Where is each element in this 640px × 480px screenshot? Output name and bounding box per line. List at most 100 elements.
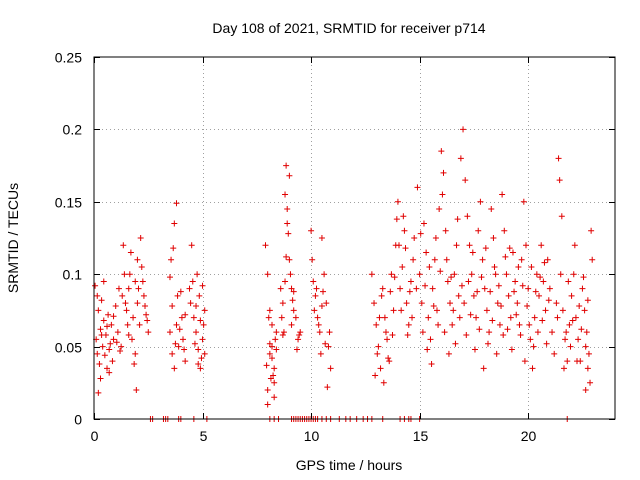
data-point (100, 278, 107, 285)
data-point (439, 191, 446, 198)
data-point (567, 343, 574, 350)
data-point (582, 343, 589, 350)
data-point (107, 340, 114, 347)
data-point (190, 314, 197, 321)
data-point (180, 336, 187, 343)
data-point (445, 350, 452, 357)
data-point (263, 362, 270, 369)
data-point (191, 340, 198, 347)
data-point (432, 235, 439, 241)
data-point (518, 256, 525, 263)
grid-lines (94, 57, 615, 419)
data-point (271, 394, 278, 401)
data-point (443, 256, 450, 263)
data-point (388, 271, 395, 278)
data-point (538, 242, 545, 249)
data-point (585, 350, 592, 357)
data-point (514, 300, 521, 307)
data-point (418, 300, 425, 307)
data-point (433, 307, 440, 314)
data-point (387, 288, 394, 295)
data-point (309, 256, 316, 263)
data-point (318, 303, 325, 310)
data-point (287, 271, 294, 278)
data-point (139, 278, 146, 285)
data-point (317, 350, 324, 357)
data-point (463, 332, 470, 339)
data-point (106, 369, 113, 376)
data-point (503, 271, 510, 278)
data-point (308, 227, 315, 234)
data-point (144, 317, 151, 324)
data-point (496, 321, 503, 328)
data-point (195, 360, 202, 367)
data-point (136, 321, 143, 328)
data-point (195, 346, 202, 353)
data-point (482, 245, 489, 252)
data-point (171, 365, 178, 372)
data-point (296, 332, 303, 339)
data-point (105, 311, 112, 318)
data-point (386, 358, 393, 365)
data-point (537, 274, 544, 281)
data-point (188, 242, 195, 249)
data-point (110, 313, 117, 320)
data-point (461, 300, 468, 307)
data-point (549, 329, 556, 336)
data-point (95, 307, 102, 314)
data-point (286, 256, 293, 263)
data-point (289, 297, 296, 304)
data-point (181, 346, 188, 353)
data-point (371, 300, 378, 307)
data-point (423, 249, 430, 256)
data-point (266, 307, 273, 314)
data-point (458, 282, 465, 289)
data-point (284, 206, 291, 213)
data-point (168, 256, 175, 263)
data-point (521, 358, 528, 365)
data-point (451, 271, 458, 278)
data-point (132, 278, 139, 285)
data-point (313, 285, 320, 292)
data-point (379, 285, 386, 292)
data-point (194, 271, 201, 278)
data-point (575, 336, 582, 343)
data-point (114, 329, 121, 336)
data-point (316, 329, 323, 336)
data-point (145, 329, 152, 336)
data-point (384, 336, 391, 343)
data-point (471, 346, 478, 353)
data-point (393, 216, 400, 223)
data-point (169, 350, 176, 357)
data-point (402, 245, 409, 252)
data-point (485, 340, 492, 347)
data-point (513, 311, 520, 318)
data-point (557, 271, 564, 278)
data-point (414, 184, 421, 191)
data-point (453, 242, 460, 249)
data-point (440, 169, 447, 176)
data-point (532, 288, 539, 295)
data-point (271, 379, 278, 386)
data-point (465, 278, 472, 285)
data-point (495, 282, 502, 289)
data-point (368, 271, 375, 278)
data-point (427, 336, 434, 343)
data-point (520, 198, 527, 205)
data-point (130, 314, 137, 321)
data-point (96, 360, 103, 367)
data-point (134, 300, 141, 307)
data-point (264, 401, 271, 408)
data-point (115, 285, 122, 292)
data-point (321, 271, 328, 278)
data-point (413, 285, 420, 292)
data-point (477, 198, 484, 205)
data-point (491, 263, 498, 270)
data-point (452, 340, 459, 347)
data-point (464, 213, 471, 220)
data-point (283, 253, 290, 260)
data-point (101, 352, 108, 359)
data-point (284, 220, 291, 227)
data-point (326, 329, 333, 336)
data-point (400, 213, 407, 220)
